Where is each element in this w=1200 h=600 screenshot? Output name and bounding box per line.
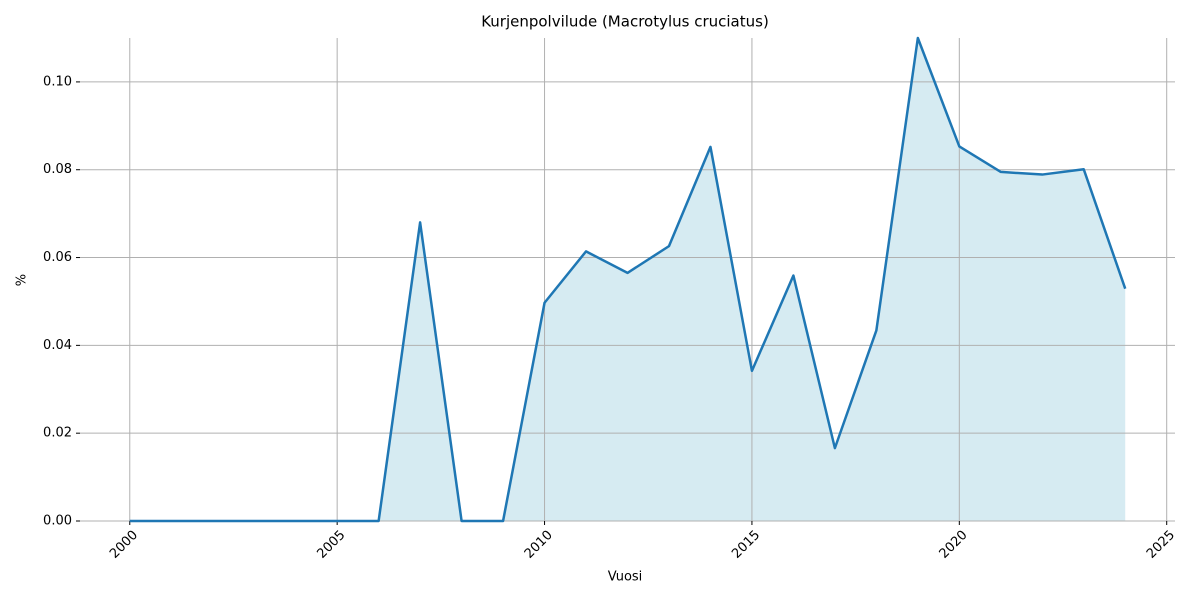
y-tick-label: 0.00 — [43, 514, 72, 529]
x-tick-label: 2010 — [522, 528, 556, 562]
y-tick-label: 0.04 — [43, 338, 72, 353]
y-tick-label: 0.02 — [43, 426, 72, 441]
y-axis-label: % — [15, 274, 30, 286]
x-tick-label: 2005 — [314, 528, 348, 562]
y-tick-label: 0.06 — [43, 250, 72, 265]
data-line — [129, 36, 1127, 523]
y-tick-label: 0.10 — [43, 74, 72, 89]
x-tick-label: 2000 — [107, 528, 141, 562]
x-tick-label: 2025 — [1144, 528, 1178, 562]
chart-title: Kurjenpolvilude (Macrotylus cruciatus) — [481, 13, 769, 31]
x-tick-label: 2015 — [729, 528, 763, 562]
y-tick-label: 0.08 — [43, 162, 72, 177]
area-fill — [129, 38, 1126, 521]
x-axis-label: Vuosi — [608, 570, 643, 585]
x-tick-label: 2020 — [937, 528, 971, 562]
